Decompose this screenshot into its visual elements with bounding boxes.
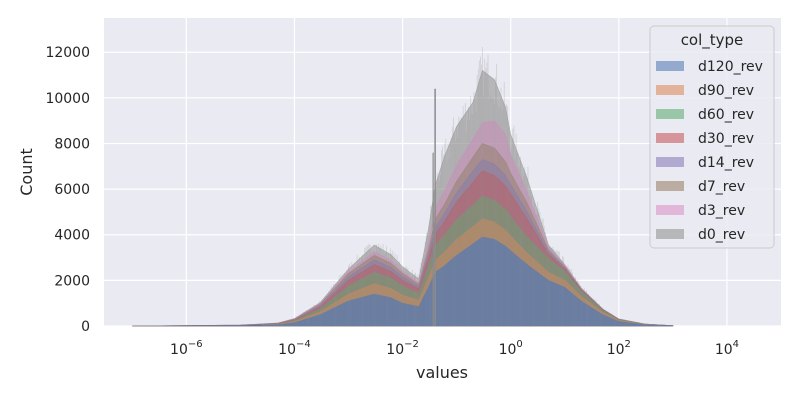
legend-label-d60_rev: d60_rev — [698, 107, 754, 123]
legend-label-d7_rev: d7_rev — [698, 179, 745, 195]
legend-label-d14_rev: d14_rev — [698, 155, 754, 171]
y-tick-label: 6000 — [54, 182, 90, 198]
legend-swatch-d3_rev — [656, 205, 684, 215]
legend-swatch-d30_rev — [656, 133, 684, 143]
legend-title: col_type — [681, 31, 744, 50]
y-tick-label: 12000 — [45, 45, 90, 61]
x-tick-label: 102 — [607, 339, 631, 358]
y-tick-label: 4000 — [54, 228, 90, 244]
y-tick-label: 2000 — [54, 273, 90, 289]
legend-label-d120_rev: d120_rev — [698, 59, 763, 75]
legend-swatch-d7_rev — [656, 181, 684, 191]
y-tick-label: 0 — [81, 319, 90, 335]
x-tick-label: 10−2 — [386, 339, 419, 358]
x-tick-label: 10−6 — [170, 339, 203, 358]
legend-label-d90_rev: d90_rev — [698, 83, 754, 99]
area-d120_rev — [132, 236, 674, 327]
x-tick-label: 100 — [499, 339, 523, 358]
legend-swatch-d120_rev — [656, 61, 684, 71]
x-tick-label: 10−4 — [278, 339, 311, 358]
legend-label-d3_rev: d3_rev — [698, 203, 745, 219]
legend-swatch-d0_rev — [656, 229, 684, 239]
legend-box — [649, 25, 775, 249]
legend: col_type d120_rev d90_rev d60_rev d30_rev d14… — [649, 25, 775, 249]
legend-swatch-d90_rev — [656, 85, 684, 95]
legend-swatch-d14_rev — [656, 157, 684, 167]
x-tick-label: 104 — [715, 339, 739, 358]
legend-swatch-d60_rev — [656, 109, 684, 119]
y-axis-label: Count — [17, 148, 36, 196]
legend-label-d30_rev: d30_rev — [698, 131, 754, 147]
legend-label-d0_rev: d0_rev — [698, 227, 745, 243]
y-tick-label: 8000 — [54, 136, 90, 152]
x-axis-label: values — [416, 363, 468, 382]
y-tick-label: 10000 — [45, 91, 90, 107]
